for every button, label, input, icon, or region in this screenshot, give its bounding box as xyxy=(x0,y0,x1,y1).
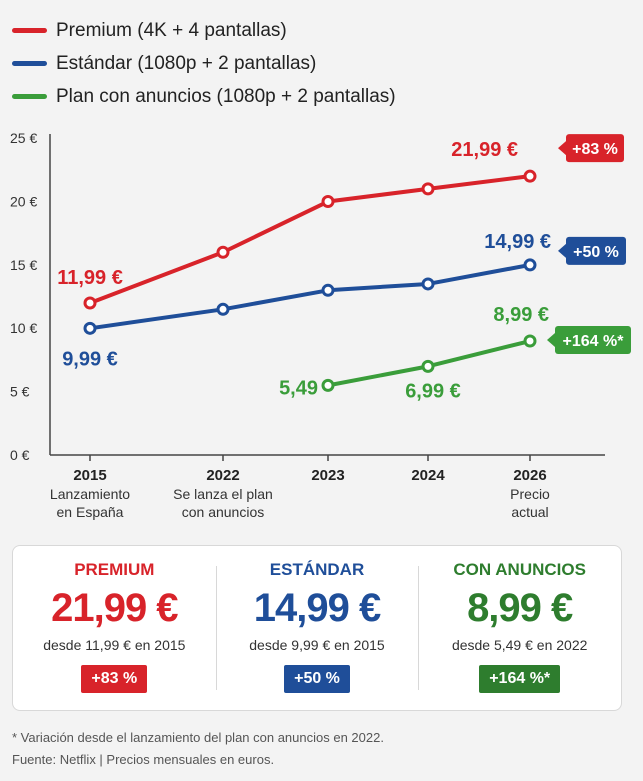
end-badge xyxy=(566,236,626,265)
end-badge xyxy=(566,134,624,163)
summary-title: CON ANUNCIOS xyxy=(453,560,586,579)
legend-item-premium: Premium (4K + 4 pantallas) xyxy=(12,14,396,47)
data-label: 21,99 € xyxy=(451,139,518,161)
series-line xyxy=(88,174,532,305)
price-line-chart: 0 € 5 € 10 € 15 € 20 € 25 € 2015 Lanzamiento en … xyxy=(10,130,631,520)
summary-badge: +164 %* xyxy=(479,665,561,693)
legend-swatch-premium xyxy=(12,28,47,33)
x-tick-label: 2026 xyxy=(513,467,546,484)
data-point xyxy=(421,182,435,196)
summary-card-anuncios: CON ANUNCIOS 8,99 € desde 5,49 € en 2022… xyxy=(418,546,621,710)
summary-price: 8,99 € xyxy=(467,586,573,630)
y-tick-label: 0 € xyxy=(10,447,30,463)
data-point xyxy=(321,283,335,297)
y-tick-label: 10 € xyxy=(10,320,37,336)
summary-since: desde 5,49 € en 2022 xyxy=(451,637,588,653)
legend: Premium (4K + 4 pantallas) Estándar (108… xyxy=(12,14,396,113)
x-tick-sublabel: actual xyxy=(511,504,548,520)
end-badge-label: +83 % xyxy=(572,141,618,158)
x-tick-label: 2022 xyxy=(206,467,239,484)
data-label: 14,99 € xyxy=(484,231,551,253)
data-label: 9,99 € xyxy=(62,348,118,370)
data-point xyxy=(421,359,435,373)
data-label: 11,99 € xyxy=(57,267,123,289)
legend-item-anuncios: Plan con anuncios (1080p + 2 pantallas) xyxy=(12,80,396,113)
x-tick-label: 2024 xyxy=(411,467,445,484)
x-tick-sublabel: Precio xyxy=(510,486,550,502)
y-tick-label: 5 € xyxy=(10,384,30,400)
legend-label-estandar: Estándar (1080p + 2 pantallas) xyxy=(56,52,317,74)
data-label: 8,99 € xyxy=(493,304,549,326)
data-point xyxy=(321,195,335,209)
end-badge-pointer xyxy=(547,333,555,348)
summary-title: PREMIUM xyxy=(74,560,155,579)
data-label: 6,99 € xyxy=(405,380,461,402)
legend-swatch-estandar xyxy=(12,61,47,66)
data-point xyxy=(523,334,537,348)
data-point xyxy=(523,169,537,183)
y-tick-label: 15 € xyxy=(10,257,37,273)
x-tick-sublabel: con anuncios xyxy=(182,504,265,520)
summary-title: ESTÁNDAR xyxy=(269,560,365,579)
data-point xyxy=(216,302,230,316)
end-badge-pointer xyxy=(558,141,566,156)
data-point xyxy=(83,296,97,310)
summary-price: 14,99 € xyxy=(253,586,381,630)
legend-label-premium: Premium (4K + 4 pantallas) xyxy=(56,19,287,41)
data-point xyxy=(216,245,230,259)
data-point xyxy=(83,321,97,335)
x-tick-label: 2023 xyxy=(311,467,344,484)
summary-badge: +83 % xyxy=(81,665,148,693)
data-point xyxy=(421,277,435,291)
data-point xyxy=(523,258,537,272)
x-tick-sublabel: en España xyxy=(57,504,124,520)
legend-swatch-anuncios xyxy=(12,94,47,99)
series-line xyxy=(88,262,532,331)
legend-label-anuncios: Plan con anuncios (1080p + 2 pantallas) xyxy=(56,85,396,107)
data-label: 5,49 xyxy=(279,377,318,399)
source-note: Fuente: Netflix | Precios mensuales en e… xyxy=(12,752,275,767)
end-badge-label: +164 %* xyxy=(563,333,625,350)
end-badge xyxy=(555,326,631,355)
x-tick-label: 2015 xyxy=(73,467,106,484)
summary-badge: +50 % xyxy=(284,665,350,693)
summary-card-premium: PREMIUM 21,99 € desde 11,99 € en 2015 +8… xyxy=(13,546,216,710)
summary-card-estandar: ESTÁNDAR 14,99 € desde 9,99 € en 2015 +5… xyxy=(215,546,419,710)
x-tick-sublabel: Lanzamiento xyxy=(50,486,130,502)
y-tick-label: 25 € xyxy=(10,130,37,146)
summary-panel: PREMIUM 21,99 € desde 11,99 € en 2015 +8… xyxy=(12,545,622,711)
data-point xyxy=(321,378,335,392)
end-badge-pointer xyxy=(558,243,566,258)
summary-price: 21,99 € xyxy=(51,586,178,630)
summary-since: desde 11,99 € en 2015 xyxy=(43,637,186,653)
x-tick-sublabel: Se lanza el plan xyxy=(173,486,273,502)
legend-item-estandar: Estándar (1080p + 2 pantallas) xyxy=(12,47,396,80)
end-badge-label: +50 % xyxy=(573,244,619,261)
footnote: * Variación desde el lanzamiento del pla… xyxy=(12,730,384,745)
summary-since: desde 9,99 € en 2015 xyxy=(249,637,385,653)
y-tick-label: 20 € xyxy=(10,193,37,209)
